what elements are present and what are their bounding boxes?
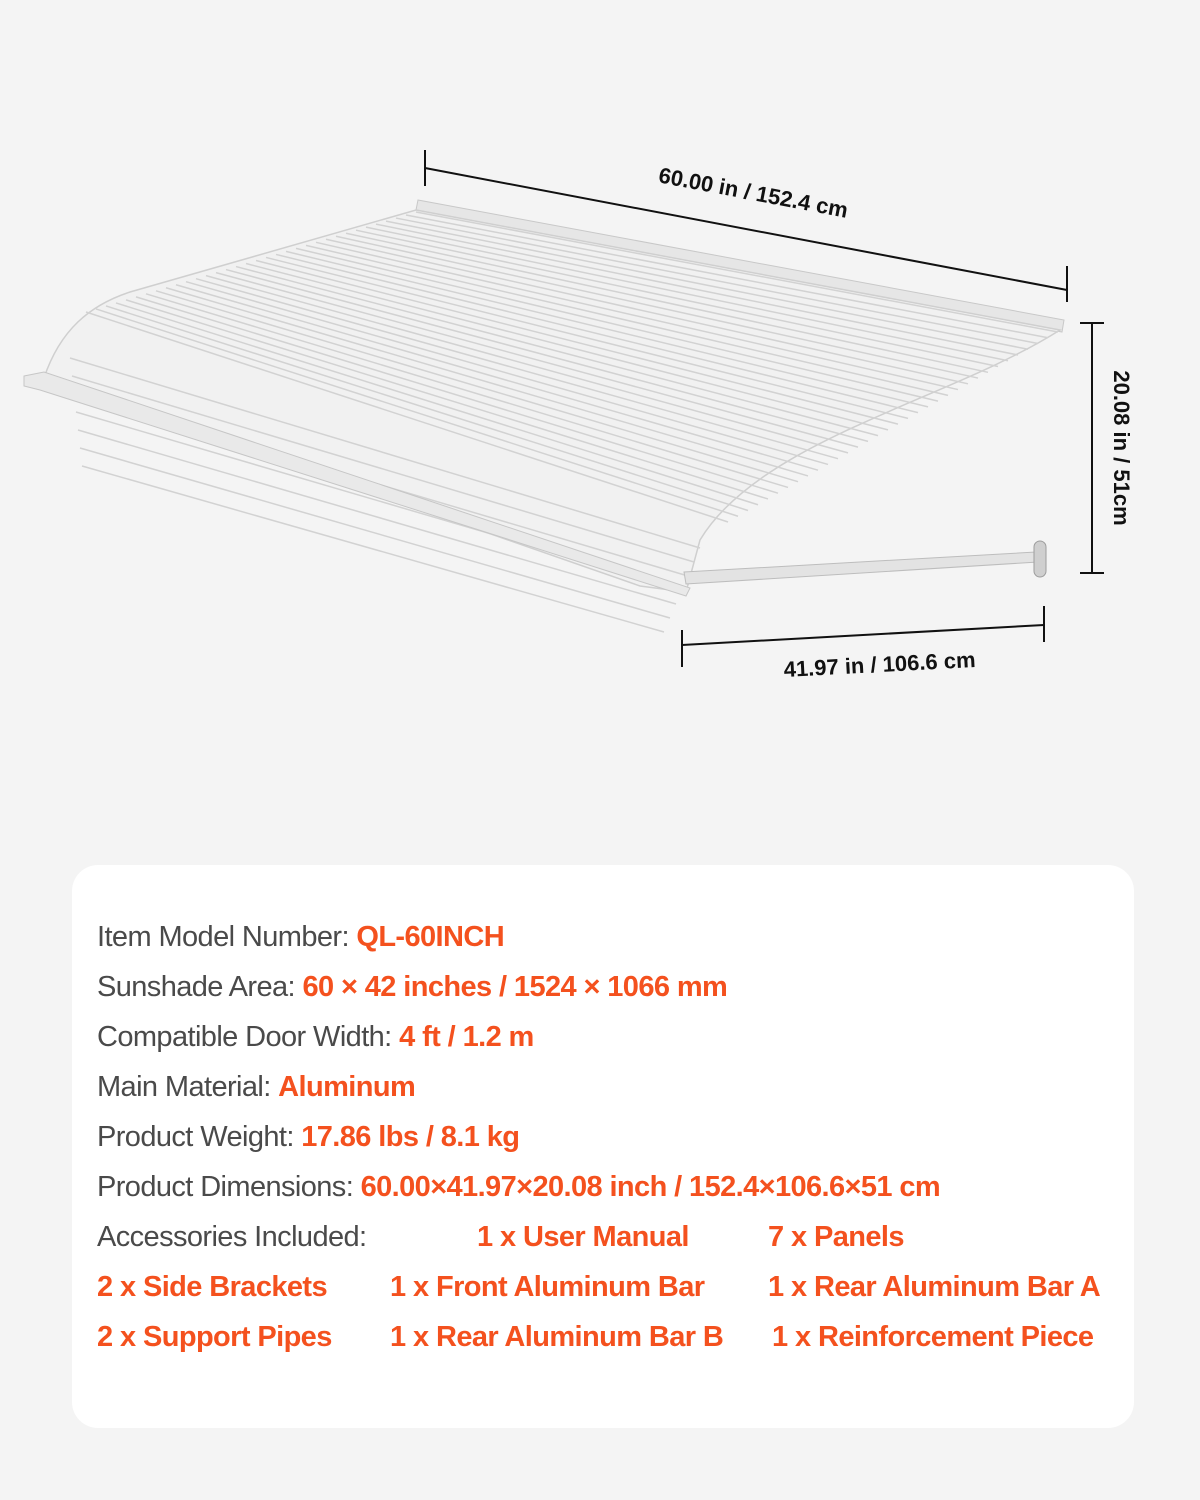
awning-rib bbox=[105, 305, 749, 512]
spec-label: Sunshade Area: bbox=[97, 971, 303, 1003]
awning-rib bbox=[155, 290, 799, 483]
spec-value: 4 ft / 1.2 m bbox=[399, 1021, 534, 1053]
awning-rib bbox=[135, 296, 779, 494]
awning-rib bbox=[125, 299, 769, 500]
spec-label: Product Weight: bbox=[97, 1121, 302, 1153]
awning-rib bbox=[95, 308, 739, 517]
awning-rib bbox=[365, 226, 1009, 362]
spec-value: 60 × 42 inches / 1524 × 1066 mm bbox=[302, 971, 728, 1003]
width-dimension bbox=[424, 150, 1068, 302]
awning-rib bbox=[355, 229, 999, 368]
width-dimension-label: 60.00 in / 152.4 cm bbox=[657, 163, 850, 223]
awning-rib bbox=[205, 274, 849, 454]
accessory-item: 7 x Panels bbox=[768, 1221, 904, 1253]
accessory-item: 1 x Front Aluminum Bar bbox=[390, 1271, 705, 1303]
spec-value: QL-60INCH bbox=[356, 921, 505, 953]
accessory-item: 2 x Support Pipes bbox=[97, 1321, 332, 1353]
spec-label: Compatible Door Width: bbox=[97, 1021, 400, 1053]
spec-model: Item Model Number: QL-60INCH bbox=[97, 921, 505, 954]
spec-material: Main Material: Aluminum bbox=[97, 1071, 416, 1104]
accessory-item: 1 x Rear Aluminum Bar B bbox=[390, 1321, 724, 1353]
awning-rib bbox=[385, 220, 1029, 351]
depth-dimension bbox=[681, 606, 1045, 667]
spec-value: 60.00×41.97×20.08 inch / 152.4×106.6×51 … bbox=[360, 1171, 941, 1203]
accessory-item: 1 x Rear Aluminum Bar A bbox=[768, 1271, 1101, 1303]
awning-rib bbox=[165, 287, 809, 477]
awning-rib bbox=[335, 235, 979, 379]
height-dimension bbox=[1080, 322, 1104, 574]
depth-dimension-label: 41.97 in / 106.6 cm bbox=[783, 647, 976, 682]
awning-panel-seam bbox=[77, 429, 677, 605]
spec-weight: Product Weight: 17.86 lbs / 8.1 kg bbox=[97, 1121, 520, 1154]
awning-rib bbox=[295, 247, 939, 402]
spec-label: Product Dimensions: bbox=[97, 1171, 361, 1203]
awning-rib bbox=[405, 214, 1049, 339]
awning-illustration: 60.00 in / 152.4 cm 20.08 in / 51cm 41.9… bbox=[23, 150, 1134, 682]
awning-panel-seam bbox=[71, 375, 695, 563]
accessory-item: 1 x User Manual bbox=[477, 1221, 689, 1253]
awning-rib bbox=[315, 241, 959, 391]
awning-panel-seam bbox=[81, 465, 665, 633]
awning-rib bbox=[305, 244, 949, 397]
awning-rib bbox=[225, 268, 869, 443]
awning-rib bbox=[265, 256, 909, 420]
spec-sunshade-area: Sunshade Area: 60 × 42 inches / 1524 × 1… bbox=[97, 971, 728, 1004]
awning-rib bbox=[395, 217, 1039, 345]
awning-rib bbox=[235, 265, 879, 437]
awning-rib bbox=[185, 280, 829, 466]
awning-panel-seam bbox=[79, 447, 671, 619]
awning-rib bbox=[275, 253, 919, 414]
awning-rib bbox=[145, 293, 789, 489]
awning-rib bbox=[255, 259, 899, 425]
awning-rib bbox=[215, 271, 859, 448]
accessories-label: Accessories Included: bbox=[97, 1221, 367, 1253]
spec-label: Main Material: bbox=[97, 1071, 279, 1103]
awning-panel-seam bbox=[69, 357, 701, 549]
awning-rib bbox=[345, 232, 989, 374]
awning-rib bbox=[85, 311, 729, 523]
spec-door-width: Compatible Door Width: 4 ft / 1.2 m bbox=[97, 1021, 534, 1054]
awning-rib bbox=[285, 250, 929, 408]
awning-rib bbox=[415, 211, 1059, 333]
spec-label: Item Model Number: bbox=[97, 921, 357, 953]
awning-rib bbox=[245, 262, 889, 431]
awning-rib bbox=[375, 223, 1019, 356]
accessory-item: 2 x Side Brackets bbox=[97, 1271, 328, 1303]
spec-dimensions: Product Dimensions: 60.00×41.97×20.08 in… bbox=[97, 1171, 941, 1204]
spec-value: 17.86 lbs / 8.1 kg bbox=[301, 1121, 520, 1153]
height-dimension-label: 20.08 in / 51cm bbox=[1109, 370, 1134, 525]
awning-rib bbox=[195, 277, 839, 460]
spec-value: Aluminum bbox=[278, 1071, 416, 1103]
awning-rib bbox=[325, 238, 969, 385]
awning-product-image bbox=[23, 199, 1065, 633]
awning-rib bbox=[115, 302, 759, 506]
accessory-item: 1 x Reinforcement Piece bbox=[772, 1321, 1094, 1353]
specs-card: Item Model Number: QL-60INCH Sunshade Ar… bbox=[72, 865, 1134, 1428]
awning-rib bbox=[175, 284, 819, 471]
